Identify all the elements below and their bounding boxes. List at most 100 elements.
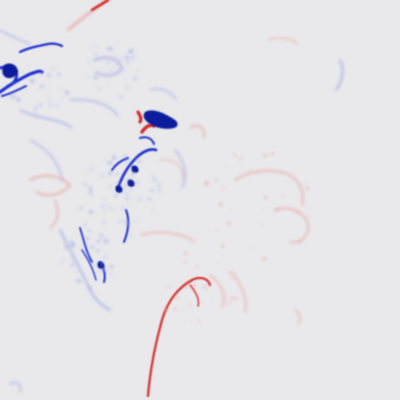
speckle: [173, 307, 177, 311]
positive-faint-regions: [29, 0, 309, 325]
speckle: [83, 223, 87, 227]
speckle: [88, 286, 92, 290]
speckle: [34, 113, 38, 116]
speckle: [298, 239, 302, 243]
speckle: [191, 320, 193, 323]
speckle: [70, 263, 74, 266]
speckle: [137, 159, 141, 164]
speckle: [150, 189, 154, 193]
speckle: [249, 168, 252, 171]
speckle: [137, 69, 140, 71]
speckle: [218, 203, 222, 207]
speckle: [157, 189, 161, 192]
speckle: [233, 296, 238, 301]
speckle: [107, 206, 110, 208]
speckle: [130, 188, 132, 191]
speckle: [20, 71, 22, 74]
speckle: [89, 191, 93, 195]
speckle: [103, 210, 106, 214]
speckle: [103, 262, 105, 265]
speckle: [12, 81, 15, 85]
speckle: [97, 212, 99, 214]
speckle: [226, 301, 231, 305]
speckle: [110, 265, 114, 269]
speckle: [99, 233, 104, 238]
speckle: [53, 103, 56, 107]
speckle: [125, 181, 127, 184]
speckle: [305, 186, 309, 190]
speckle: [9, 95, 13, 98]
speckle: [109, 69, 113, 72]
speckle: [111, 275, 114, 278]
speckle: [128, 49, 133, 54]
speckle: [125, 57, 129, 61]
speckle: [56, 104, 60, 107]
speckle: [107, 83, 110, 85]
speckle: [275, 208, 278, 210]
speckle: [221, 201, 224, 203]
speckle: [86, 75, 89, 77]
speckle: [164, 307, 168, 312]
speckle: [125, 210, 127, 212]
speckle: [48, 103, 51, 107]
speckle: [86, 237, 90, 240]
speckle: [121, 206, 124, 209]
negative-faint-regions: [0, 29, 344, 393]
speckle: [133, 77, 137, 80]
speckle: [96, 249, 100, 253]
speckle: [93, 43, 97, 47]
speckle: [214, 178, 218, 182]
speckle: [45, 95, 48, 97]
speckle: [39, 72, 43, 75]
speckle: [211, 300, 214, 302]
speckle: [83, 182, 87, 186]
speckle: [139, 197, 142, 201]
speckle: [73, 242, 76, 245]
speckle: [75, 270, 78, 273]
speckle: [238, 156, 243, 161]
speckle: [125, 54, 129, 57]
speckle: [96, 239, 100, 243]
speckle: [134, 218, 138, 222]
speckle: [126, 178, 131, 182]
speckle: [154, 186, 157, 189]
speckle: [115, 181, 118, 184]
speckle: [64, 245, 68, 249]
speckle: [125, 196, 129, 200]
speckle: [220, 298, 223, 301]
speckle: [93, 59, 96, 62]
speckle: [191, 273, 193, 275]
speckle: [30, 79, 34, 84]
speckle: [305, 180, 307, 182]
speckle: [57, 72, 61, 76]
speckle: [118, 219, 122, 223]
speckle: [307, 216, 311, 219]
speckle: [231, 277, 234, 280]
speckle: [238, 216, 241, 218]
speckle: [222, 187, 225, 191]
speckle: [106, 61, 110, 65]
speckle: [90, 47, 92, 49]
speckle: [125, 160, 128, 163]
speckle: [60, 259, 64, 263]
speckle: [122, 68, 126, 72]
speckle: [11, 94, 16, 99]
speckle: [228, 271, 232, 275]
speckle: [276, 239, 279, 241]
speckle: [293, 169, 295, 172]
speckle: [90, 167, 94, 171]
speckle: [259, 223, 262, 226]
speckle: [192, 283, 196, 288]
speckle: [33, 107, 38, 111]
speckle: [124, 191, 129, 195]
speckle: [133, 53, 136, 57]
speckle: [66, 94, 68, 96]
speckle: [135, 199, 138, 202]
speckle: [151, 174, 154, 177]
speckle: [175, 295, 179, 299]
speckle: [109, 271, 112, 275]
speckle: [110, 53, 112, 55]
speckle: [123, 56, 125, 59]
speckle: [224, 165, 226, 167]
